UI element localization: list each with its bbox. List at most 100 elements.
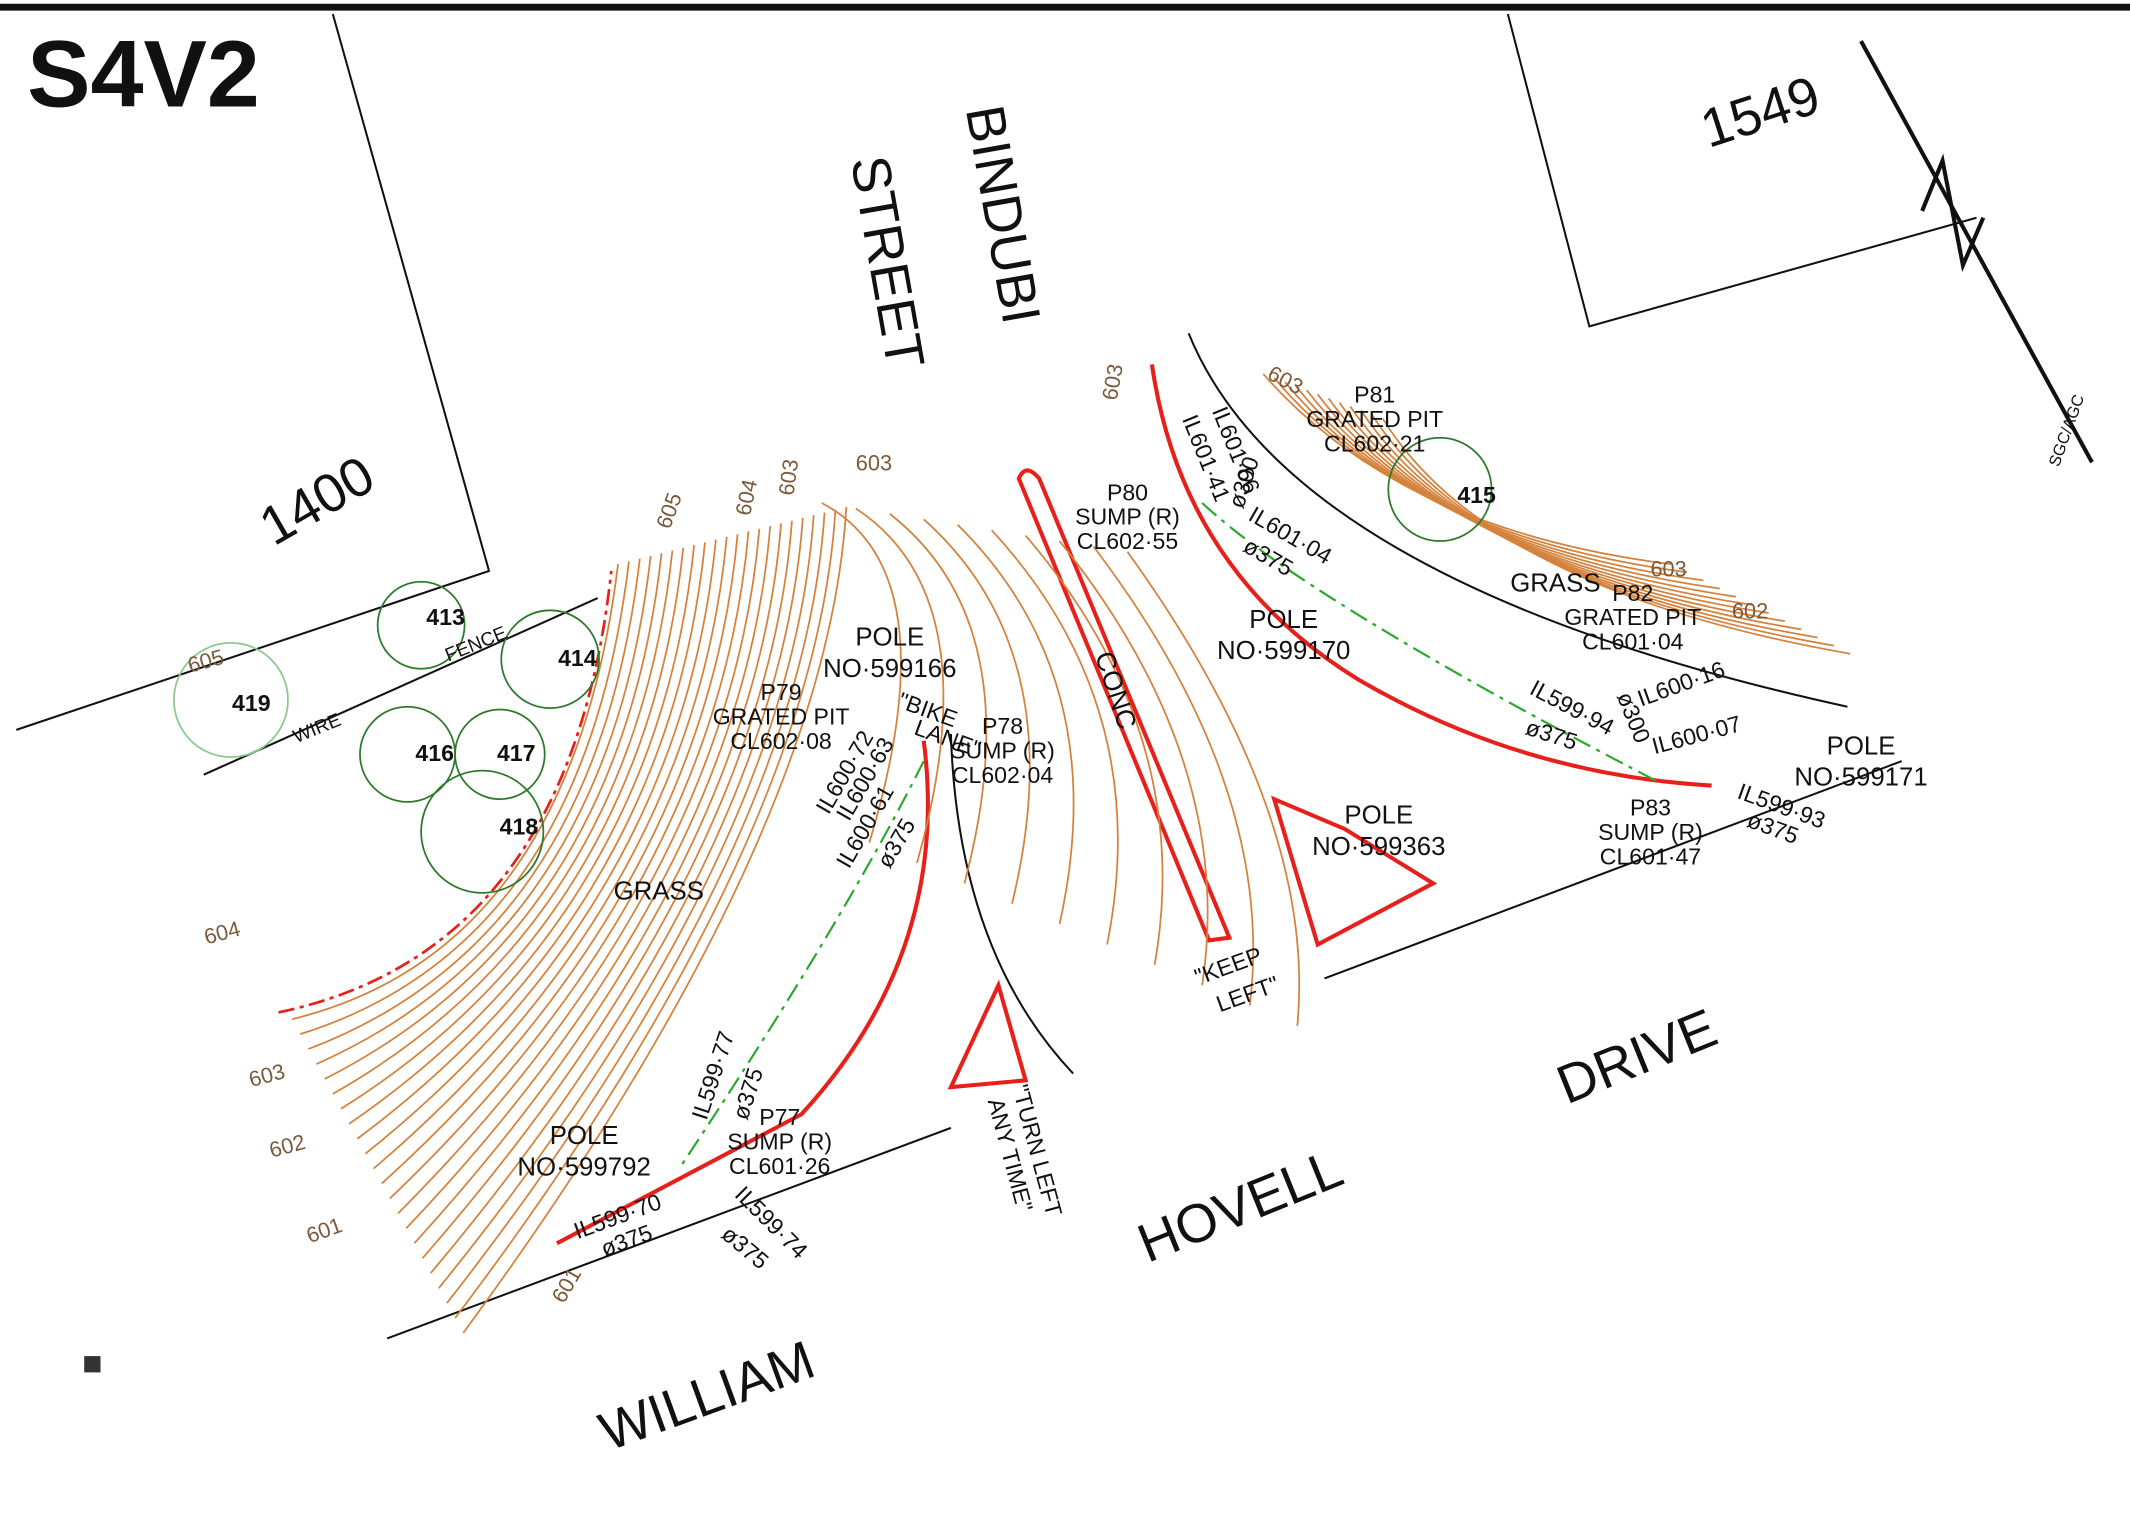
pit-level: CL602·08 <box>730 728 831 754</box>
contour-line <box>389 531 750 1200</box>
contour-line <box>990 529 1119 945</box>
contour-line <box>372 536 728 1170</box>
street-name: DRIVE <box>1548 997 1725 1116</box>
tree-canopy <box>500 609 600 710</box>
tree-number: 414 <box>558 645 597 671</box>
pole-label: POLE <box>1827 732 1896 760</box>
contour-line <box>364 539 717 1155</box>
north-arrow <box>1859 40 2094 464</box>
contour-line <box>299 561 630 1035</box>
pole-label: POLE <box>1344 802 1413 830</box>
pit-level: CL602·04 <box>952 762 1054 788</box>
contour-line <box>316 555 652 1065</box>
pit-level: CL602·21 <box>1324 430 1425 456</box>
contour-line <box>348 545 696 1125</box>
contour-line <box>332 550 674 1095</box>
pole-label: POLE <box>550 1122 619 1150</box>
tree-canopy <box>376 580 466 670</box>
pole-number: NO·599166 <box>823 655 956 683</box>
street-name: HOVELL <box>1129 1137 1351 1274</box>
pit-type: SUMP (R) <box>950 737 1055 763</box>
pit-id: P82 <box>1612 580 1653 606</box>
contour-line <box>291 564 619 1021</box>
pole-number: NO·599170 <box>1217 637 1350 665</box>
contour-line <box>429 517 804 1274</box>
tree-number: 418 <box>500 813 539 839</box>
contour-line <box>397 528 761 1215</box>
pit-id: P78 <box>982 713 1023 739</box>
street-name: WILLIAM <box>591 1329 822 1463</box>
tree-number: 416 <box>415 740 454 766</box>
stormwater-pipe <box>1201 502 1658 783</box>
tree-number: 419 <box>232 690 271 716</box>
traffic-island <box>1271 795 1438 948</box>
road-edge <box>1187 332 1848 708</box>
contour-line <box>405 526 772 1230</box>
pole-number: NO·599792 <box>517 1153 650 1181</box>
pit-level: CL601·26 <box>729 1153 830 1179</box>
contour-label: 601 <box>546 1263 586 1307</box>
contour-line <box>446 512 826 1304</box>
surface-label: CONC <box>1089 647 1143 733</box>
contour-line <box>421 520 793 1259</box>
contour-line <box>1024 535 1164 966</box>
contour-line <box>1382 418 1851 655</box>
contour-line <box>454 509 837 1319</box>
contour-label: 603 <box>1650 556 1686 581</box>
contour-line <box>1058 540 1209 986</box>
contour-line <box>340 547 685 1110</box>
contour-label: 602 <box>1732 598 1768 623</box>
fence-label: WIRE <box>290 710 344 748</box>
contour-line <box>308 558 641 1050</box>
contour-line <box>821 502 902 843</box>
lot-number: 1400 <box>249 444 384 557</box>
contour-label: 605 <box>651 489 687 532</box>
median-kerb <box>1016 468 1233 943</box>
marker <box>84 1356 101 1373</box>
contour-line <box>381 534 739 1185</box>
kerb <box>556 740 930 1246</box>
pit-type: GRATED PIT <box>713 703 850 729</box>
lot-boundary <box>15 13 491 731</box>
contour-line <box>356 542 706 1140</box>
boundary <box>278 570 613 1014</box>
contour-line <box>957 524 1075 925</box>
linework <box>0 3 2130 1340</box>
trees <box>172 436 1493 894</box>
contour-label: 603 <box>246 1058 287 1092</box>
tree-canopy <box>1387 436 1493 542</box>
contour-label: 604 <box>201 916 242 950</box>
pit-level: CL602·55 <box>1077 528 1178 554</box>
contour-line <box>923 518 1031 904</box>
tree-number: 413 <box>426 604 465 630</box>
contour-label: 601 <box>303 1212 346 1248</box>
pit-id: P77 <box>759 1104 800 1130</box>
pit-id: P79 <box>761 679 802 705</box>
surface-label: GRASS <box>1510 569 1600 597</box>
pole-labels: POLE NO·599166 POLE NO·599170 POLE NO·59… <box>517 606 1927 1181</box>
pole-number: NO·599363 <box>1312 833 1445 861</box>
pole-label: POLE <box>1249 606 1318 634</box>
street-name: BINDUBI <box>954 101 1052 329</box>
pit-id: P83 <box>1630 794 1671 820</box>
contour-line <box>855 507 945 864</box>
contour-label: 603 <box>856 450 892 475</box>
kerb-line <box>1324 760 1903 980</box>
street-name: STREET <box>839 151 936 373</box>
north-arrow <box>1920 153 1986 273</box>
tree-canopy <box>454 708 546 801</box>
traffic-island <box>947 979 1029 1090</box>
contour-line <box>889 513 988 884</box>
sheet-title: S4V2 <box>27 21 260 127</box>
contour-line <box>462 507 848 1334</box>
pit-level: CL601·04 <box>1582 629 1684 655</box>
contour-label: 603 <box>1097 362 1128 402</box>
tree-number: 417 <box>497 740 536 766</box>
pit-type: GRATED PIT <box>1306 406 1443 432</box>
pit-labels: P79 GRATED PIT CL602·08 P78 SUMP (R) CL6… <box>713 381 1703 1179</box>
pit-level: CL601·47 <box>1600 843 1701 869</box>
pit-type: SUMP (R) <box>727 1129 832 1155</box>
tree-canopy <box>172 642 289 758</box>
kerb <box>1149 364 1712 788</box>
